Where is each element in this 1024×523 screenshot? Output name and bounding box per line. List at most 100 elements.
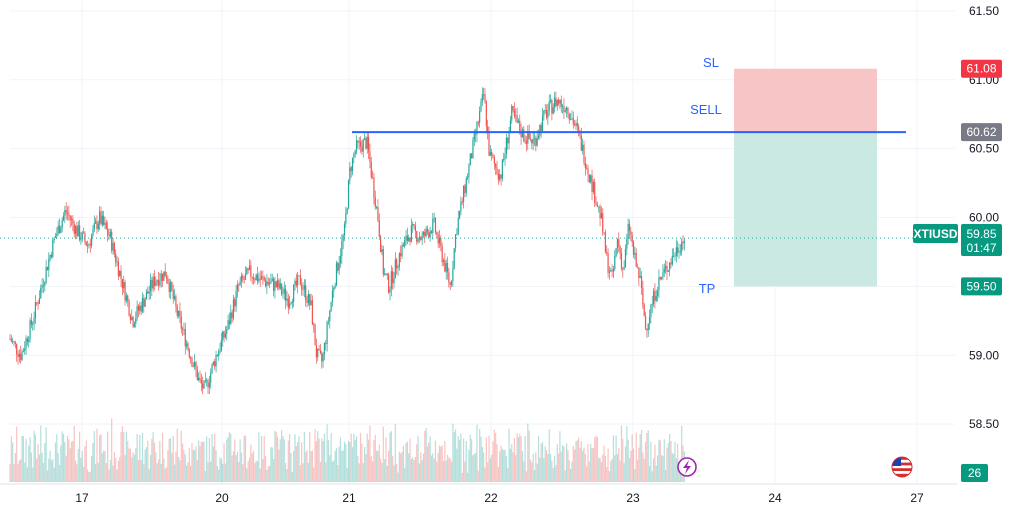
candle-body — [76, 226, 78, 237]
volume-bar — [40, 425, 42, 482]
volume-bar — [25, 439, 27, 482]
volume-bar — [62, 433, 65, 482]
volume-bar — [77, 448, 79, 482]
candle-body — [434, 218, 437, 233]
volume-bar — [314, 429, 316, 482]
volume-bar — [20, 459, 22, 482]
candle-body — [592, 182, 594, 193]
volume-bar — [428, 442, 430, 482]
candle-body — [91, 235, 93, 246]
candle-body — [628, 223, 631, 232]
candle-body — [155, 281, 157, 286]
volume-bar — [207, 462, 209, 482]
candle-body — [10, 338, 12, 342]
candle-body — [116, 261, 118, 263]
volume-bar — [396, 463, 398, 482]
candle-body — [433, 218, 435, 219]
candle-body — [25, 338, 27, 349]
candle-body — [517, 120, 520, 123]
volume-bar — [450, 461, 453, 482]
candle-body — [413, 224, 415, 226]
volume-bar — [187, 462, 189, 482]
volume-bar — [430, 455, 433, 482]
candle-body — [583, 144, 585, 163]
candle-body — [14, 342, 16, 344]
candle-body — [81, 232, 83, 240]
volume-bar — [374, 434, 376, 482]
volume-bar — [277, 436, 279, 482]
volume-bar — [88, 472, 90, 482]
volume-bar — [409, 438, 411, 482]
candle-body — [663, 268, 665, 273]
x-tick-label: 21 — [342, 491, 356, 505]
candle-body — [252, 277, 255, 280]
candle-body — [644, 315, 647, 329]
candle-body — [667, 270, 669, 272]
volume-bar — [346, 467, 348, 482]
volume-bar — [28, 445, 30, 482]
volume-bar — [127, 440, 129, 482]
trade-zone-layer[interactable] — [734, 68, 877, 287]
candle-body — [654, 290, 656, 301]
time-axis[interactable]: 17 20 21 22 23 24 27 — [75, 491, 924, 505]
volume-bar — [397, 472, 399, 482]
volume-bar — [382, 426, 384, 482]
volume-bar — [561, 445, 564, 482]
candle-body — [149, 280, 152, 292]
volume-bar — [74, 460, 77, 482]
volume-bar — [496, 444, 498, 482]
candle-body — [17, 353, 19, 357]
volume-bar — [175, 451, 177, 482]
volume-bar — [587, 444, 589, 482]
candle-body — [358, 141, 360, 143]
volume-bar — [616, 454, 619, 482]
volume-bar — [377, 450, 379, 482]
candle-body — [376, 206, 378, 208]
candle-body — [289, 303, 291, 308]
candle-body — [315, 345, 318, 358]
volume-bar — [655, 465, 657, 482]
candle-body — [163, 271, 165, 281]
volume-bar — [262, 459, 264, 482]
candle-body — [547, 110, 549, 118]
candle-body — [322, 353, 324, 362]
volume-bar — [559, 431, 561, 482]
take-profit-zone — [734, 132, 877, 287]
volume-bar — [422, 453, 425, 482]
candle-body — [136, 306, 138, 319]
volume-bar — [654, 444, 656, 482]
volume-bar — [317, 431, 319, 482]
volume-bar — [416, 444, 418, 482]
volume-bar — [615, 435, 617, 482]
volume-bar — [595, 435, 597, 482]
candle-body — [196, 369, 198, 381]
candle-body — [626, 238, 628, 249]
volume-bar — [188, 447, 190, 482]
volume-bar — [539, 457, 541, 482]
candle-body — [598, 206, 600, 208]
volume-bar — [286, 469, 288, 482]
volume-bar — [163, 458, 165, 482]
us-flag-icon[interactable] — [891, 456, 913, 478]
volume-bar — [66, 435, 69, 482]
volume-bar — [87, 469, 89, 482]
volume-bar — [325, 462, 327, 482]
volume-bar — [519, 433, 521, 482]
volume-bar — [202, 441, 204, 482]
volume-bar — [232, 451, 235, 482]
volume-bar — [186, 465, 188, 482]
candle-body — [484, 94, 486, 102]
candle-body — [533, 138, 536, 140]
lightning-icon[interactable] — [677, 457, 697, 477]
candle-body — [509, 120, 512, 132]
volume-bar — [347, 441, 350, 482]
candle-body — [475, 133, 477, 135]
volume-bar — [556, 444, 558, 482]
candle-body — [521, 129, 524, 138]
volume-bar — [263, 436, 265, 482]
volume-bar — [95, 463, 97, 482]
volume-bar — [121, 426, 123, 482]
candle-body — [456, 234, 458, 235]
candle-body — [314, 324, 316, 346]
